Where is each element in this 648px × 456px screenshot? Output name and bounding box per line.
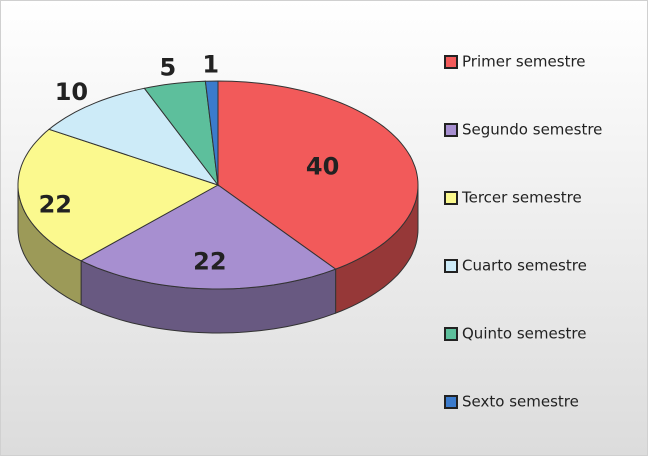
legend-label: Segundo semestre — [462, 121, 602, 139]
slice — [217, 80, 419, 270]
pie-tops — [17, 80, 419, 290]
legend-label: Sexto semestre — [462, 393, 579, 411]
slice — [143, 80, 219, 187]
legend-swatch — [444, 395, 458, 409]
value-label: 10 — [55, 78, 88, 106]
slice — [80, 184, 337, 290]
slice — [17, 128, 220, 262]
legend: Primer semestre Segundo semestre Tercer se… — [444, 53, 602, 411]
legend-label: Cuarto semestre — [462, 257, 587, 275]
legend-swatch — [444, 123, 458, 137]
legend-swatch — [444, 191, 458, 205]
legend-swatch — [444, 327, 458, 341]
legend-label: Primer semestre — [462, 53, 586, 71]
value-label: 5 — [159, 53, 176, 81]
legend-label: Quinto semestre — [462, 325, 586, 343]
legend-swatch — [444, 259, 458, 273]
value-label: 1 — [202, 50, 219, 78]
value-label: 40 — [306, 152, 339, 180]
slice — [48, 87, 220, 186]
value-labels: 40 22 22 10 5 1 — [39, 50, 340, 275]
legend-label: Tercer semestre — [461, 189, 582, 207]
value-label: 22 — [193, 247, 226, 275]
slice — [204, 80, 219, 186]
legend-swatch — [444, 55, 458, 69]
value-label: 22 — [39, 191, 72, 219]
